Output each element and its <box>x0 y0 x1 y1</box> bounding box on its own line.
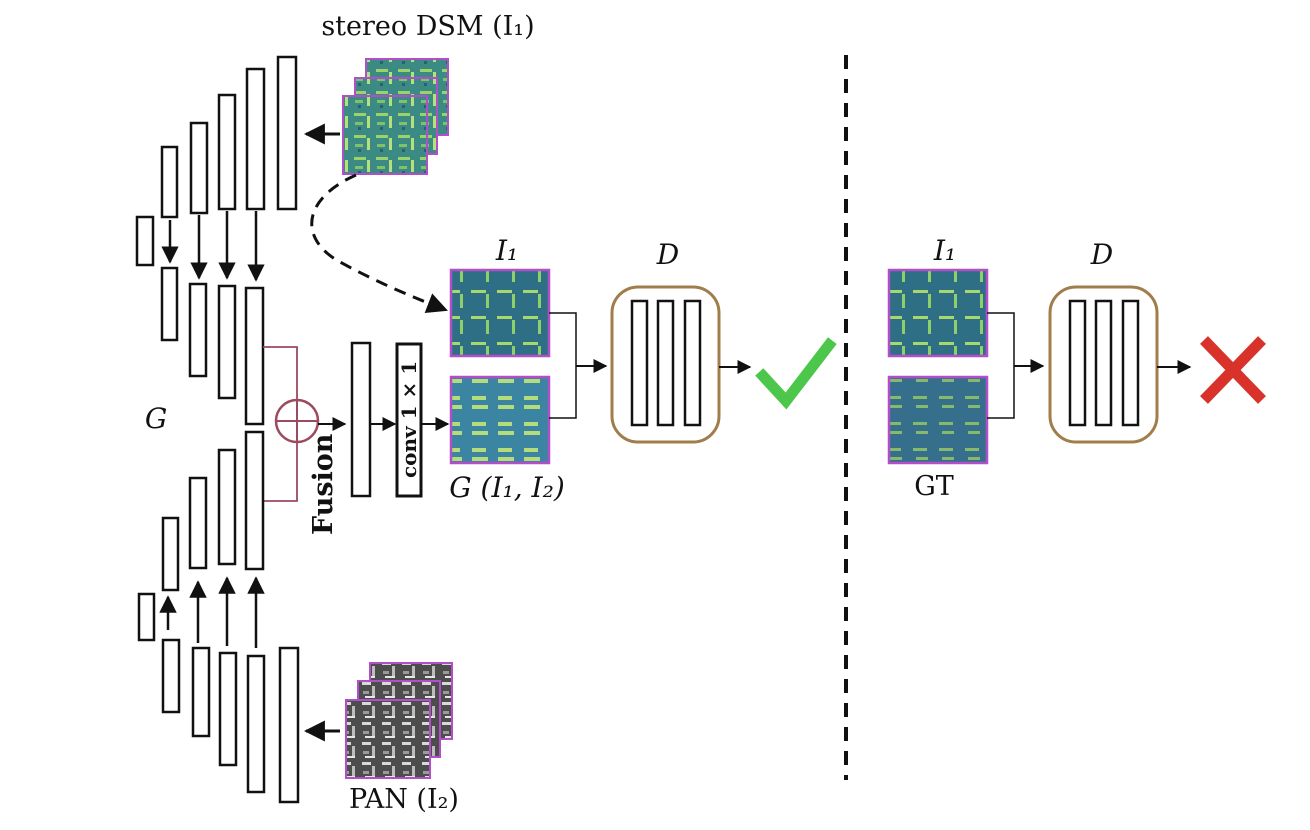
generator-label: G <box>145 402 167 435</box>
discriminator-left <box>610 285 721 444</box>
dsm-to-i1-dashed-arrow <box>310 173 448 314</box>
generated-label: G (I₁, I₂) <box>449 471 565 504</box>
pan-image-stack <box>345 662 453 779</box>
ground-truth-image <box>887 375 989 465</box>
upper-encoder <box>135 55 298 267</box>
check-mark-icon <box>755 337 837 410</box>
fusion-block <box>350 341 372 498</box>
generated-image <box>449 375 551 465</box>
conv-label: conv 1 × 1 <box>397 361 421 478</box>
stereo-dsm-label: stereo DSM (I₁) <box>321 11 534 42</box>
circle-plus-icon <box>263 346 320 502</box>
pan-label: PAN (I₂) <box>349 784 459 815</box>
upper-decoder <box>160 266 265 426</box>
fusion-label: Fusion <box>308 433 339 535</box>
cross-mark-icon <box>1200 336 1266 404</box>
discriminator-right-label: D <box>1090 238 1113 271</box>
lower-decoder <box>161 430 265 592</box>
ground-truth-label: GT <box>914 471 954 502</box>
i1-right-image <box>887 268 989 358</box>
discriminator-right <box>1048 285 1159 444</box>
i1-left-image <box>449 268 551 358</box>
discriminator-left-label: D <box>656 238 679 271</box>
input-i1-left-label: I₁ <box>495 234 518 267</box>
lower-skip-arrows <box>159 576 265 648</box>
upper-skip-arrows <box>161 211 265 282</box>
right-merge-connector <box>987 312 1015 419</box>
lower-encoder <box>137 592 300 804</box>
stereo-dsm-image-stack <box>342 58 449 175</box>
conv-block <box>395 342 423 498</box>
left-merge-connector <box>549 312 577 419</box>
input-i1-right-label: I₁ <box>933 234 956 267</box>
